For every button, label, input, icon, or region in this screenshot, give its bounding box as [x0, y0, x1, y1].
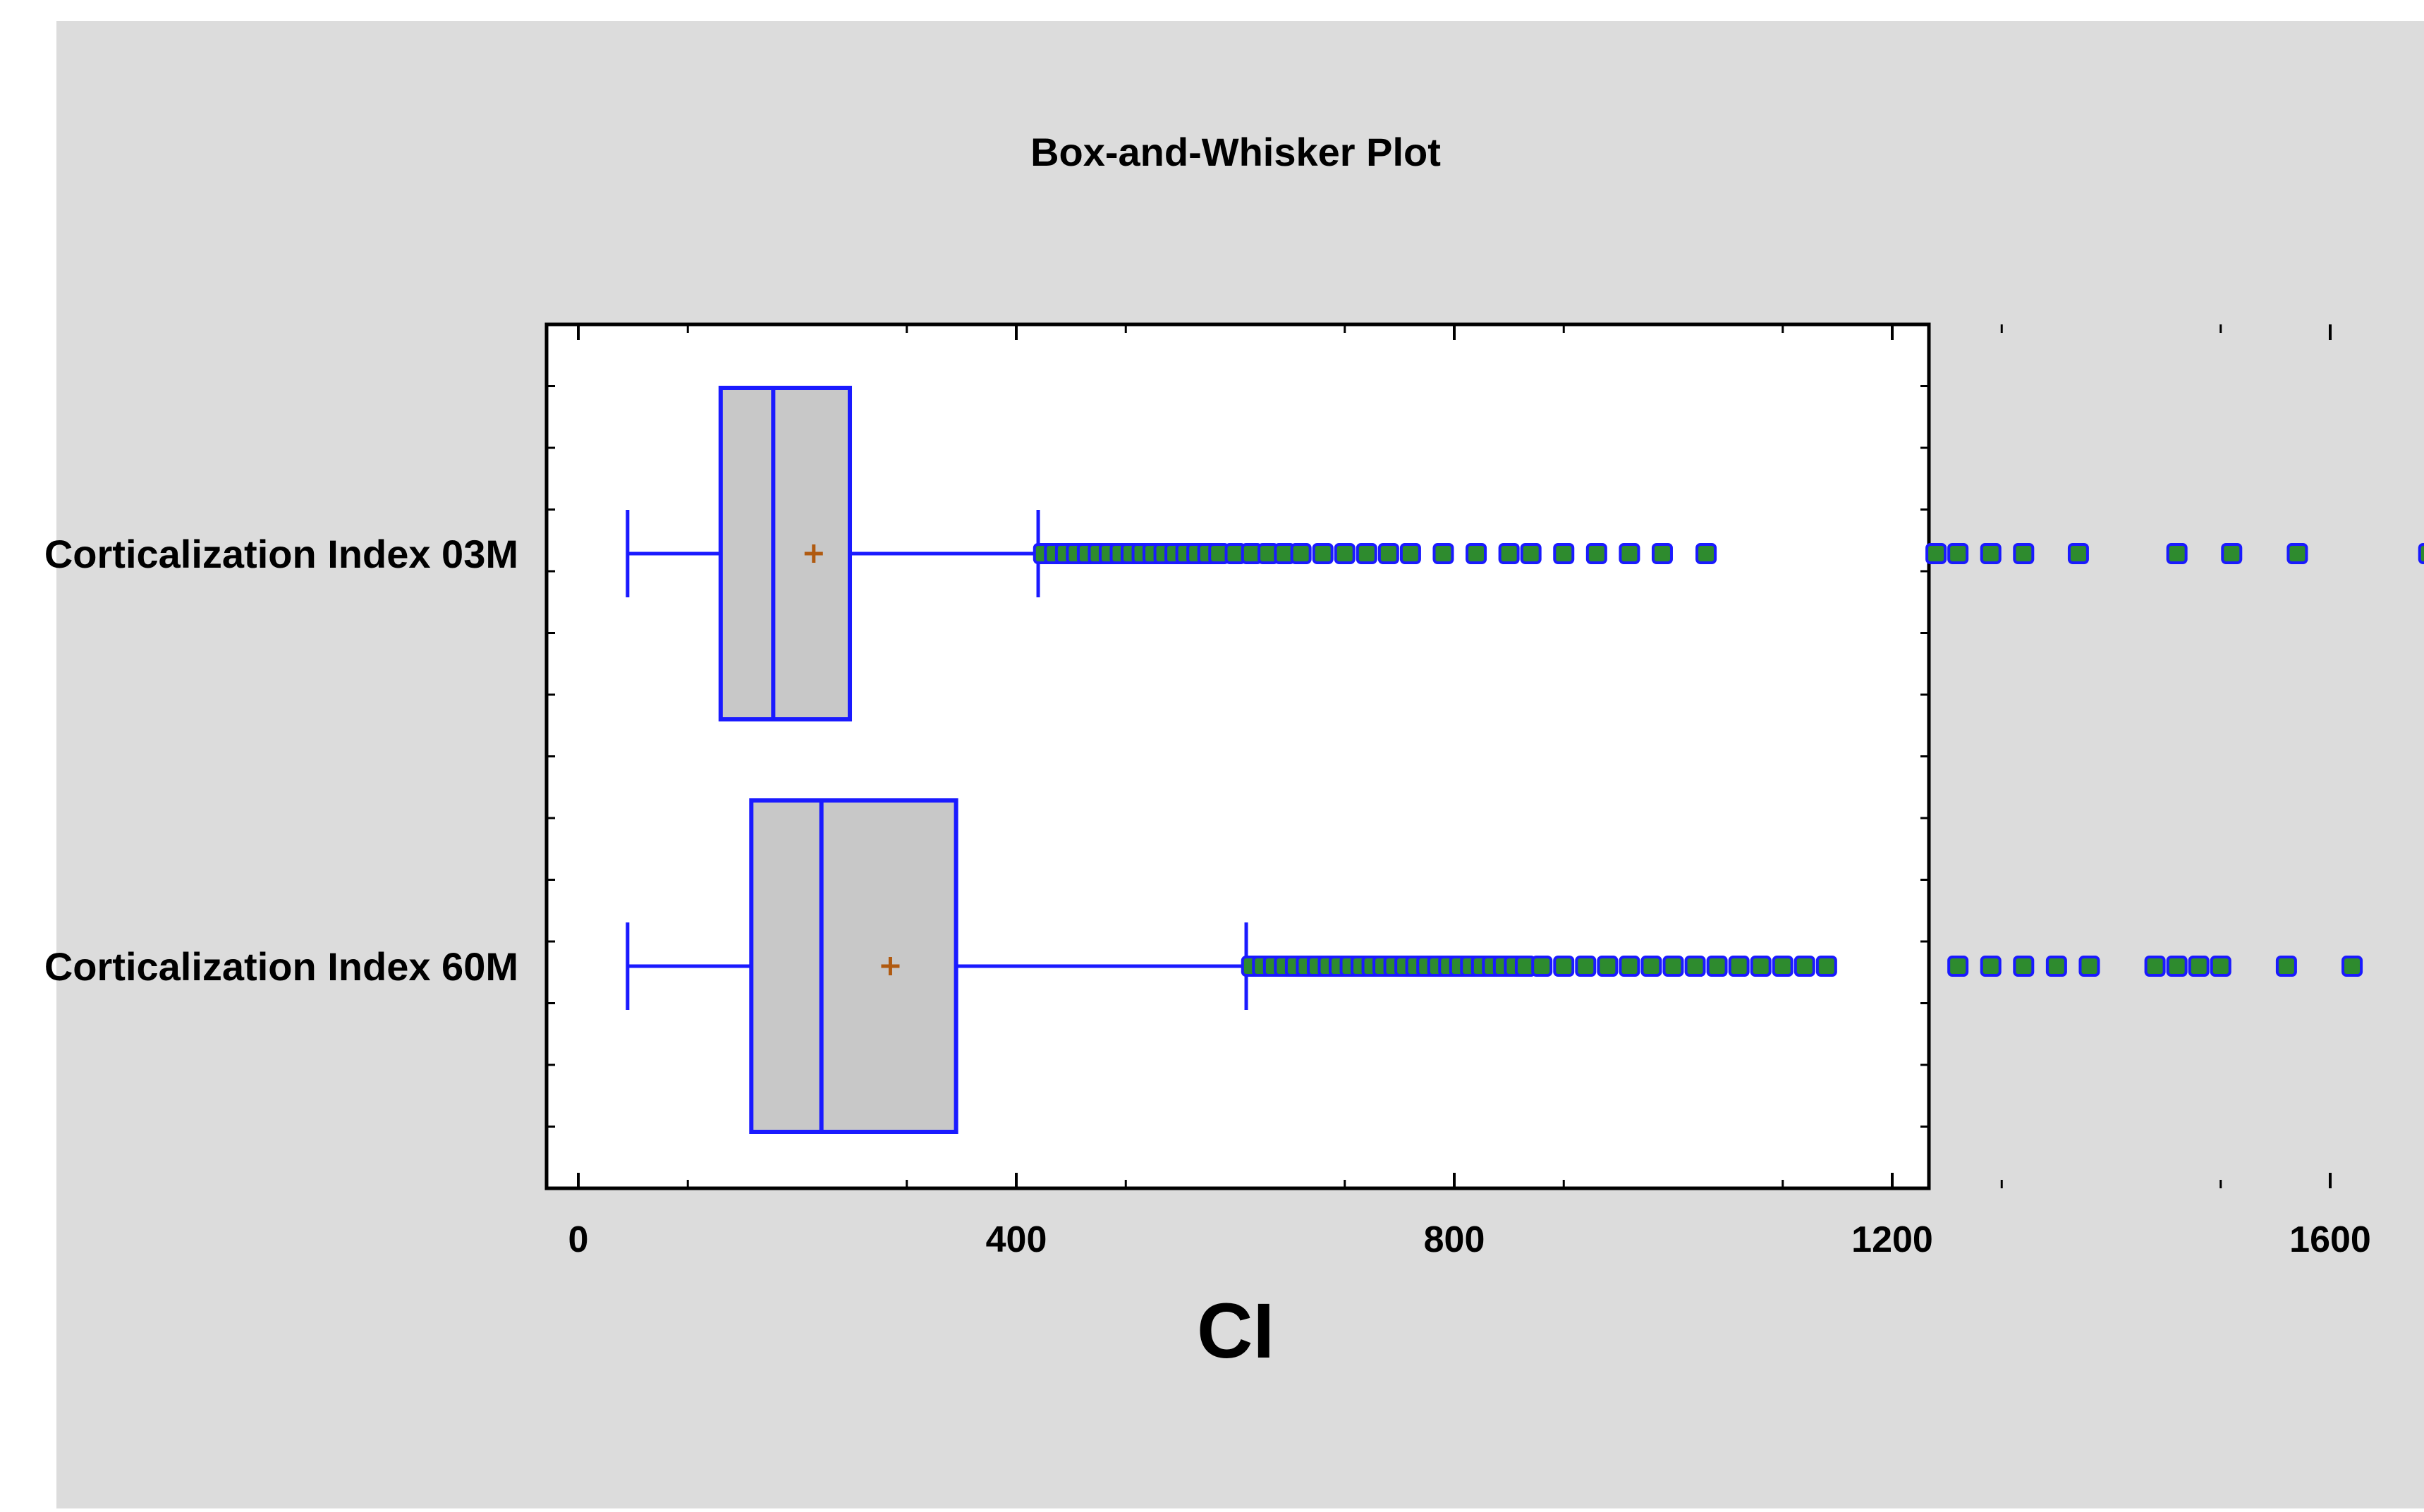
outlier-point [2067, 543, 2089, 564]
iqr-box [718, 386, 853, 721]
outlier-point [1684, 956, 1706, 977]
x-tick-label: 800 [1424, 1219, 1485, 1260]
outlier-point [1772, 956, 1793, 977]
outlier-point [2166, 543, 2188, 564]
outlier-point [2166, 956, 2188, 977]
outlier-point [2275, 956, 2297, 977]
outlier-point [1399, 543, 1421, 564]
outlier-point [2013, 956, 2035, 977]
box-layer [626, 386, 2424, 1134]
outlier-point [1815, 956, 1837, 977]
outlier-point [1980, 956, 2002, 977]
iqr-box [749, 798, 958, 1134]
outlier-point [2418, 543, 2424, 564]
outlier-point [1651, 543, 1673, 564]
outlier-point [1356, 543, 1377, 564]
outlier-point [1662, 956, 1684, 977]
outlier-point [1728, 956, 1750, 977]
outlier-point [2045, 956, 2067, 977]
x-tick-label: 1200 [1851, 1219, 1933, 1260]
outlier-point [2341, 956, 2363, 977]
outlier-point [1980, 543, 2002, 564]
x-axis-label: CI [1197, 1288, 1274, 1374]
outlier-point [2144, 956, 2166, 977]
outlier-point [1695, 543, 1717, 564]
outlier-point [1553, 956, 1575, 977]
outlier-point [1520, 543, 1542, 564]
x-tick-label: 0 [568, 1219, 589, 1260]
outlier-point [1793, 956, 1815, 977]
outlier-point [1640, 956, 1662, 977]
outlier-point [1575, 956, 1597, 977]
x-axis: 04008001200160020002400 [547, 324, 2371, 1260]
outlier-point [2221, 543, 2243, 564]
outlier-point [1706, 956, 1728, 977]
outlier-point [1334, 543, 1356, 564]
outlier-point [1290, 543, 1312, 564]
outlier-point [1432, 543, 1454, 564]
chart-title: Box-and-Whisker Plot [1030, 130, 1441, 174]
outlier-point [2210, 956, 2231, 977]
category-label: Corticalization Index 03M [44, 532, 518, 576]
outlier-point [1619, 956, 1640, 977]
x-tick-label: 1600 [2289, 1219, 2371, 1260]
outlier-point [1377, 543, 1399, 564]
category-labels: Corticalization Index 03M Corticalization… [44, 532, 518, 989]
category-label: Corticalization Index 60M [44, 944, 518, 989]
x-tick-label: 400 [986, 1219, 1047, 1260]
outlier-point [1553, 543, 1575, 564]
box-series [626, 386, 2424, 721]
outlier-point [1531, 956, 1553, 977]
outlier-point [2188, 956, 2210, 977]
outlier-point [1597, 956, 1619, 977]
outlier-point [1619, 543, 1640, 564]
outlier-point [2013, 543, 2035, 564]
outlier-point [1925, 543, 1947, 564]
outlier-point [2286, 543, 2308, 564]
outlier-point [1947, 543, 1969, 564]
outlier-point [1312, 543, 1334, 564]
box-series [626, 798, 2363, 1134]
outlier-point [1585, 543, 1607, 564]
outlier-point [1750, 956, 1772, 977]
outlier-point [1466, 543, 1487, 564]
outlier-point [2078, 956, 2100, 977]
outlier-point [1947, 956, 1969, 977]
outlier-point [1498, 543, 1520, 564]
